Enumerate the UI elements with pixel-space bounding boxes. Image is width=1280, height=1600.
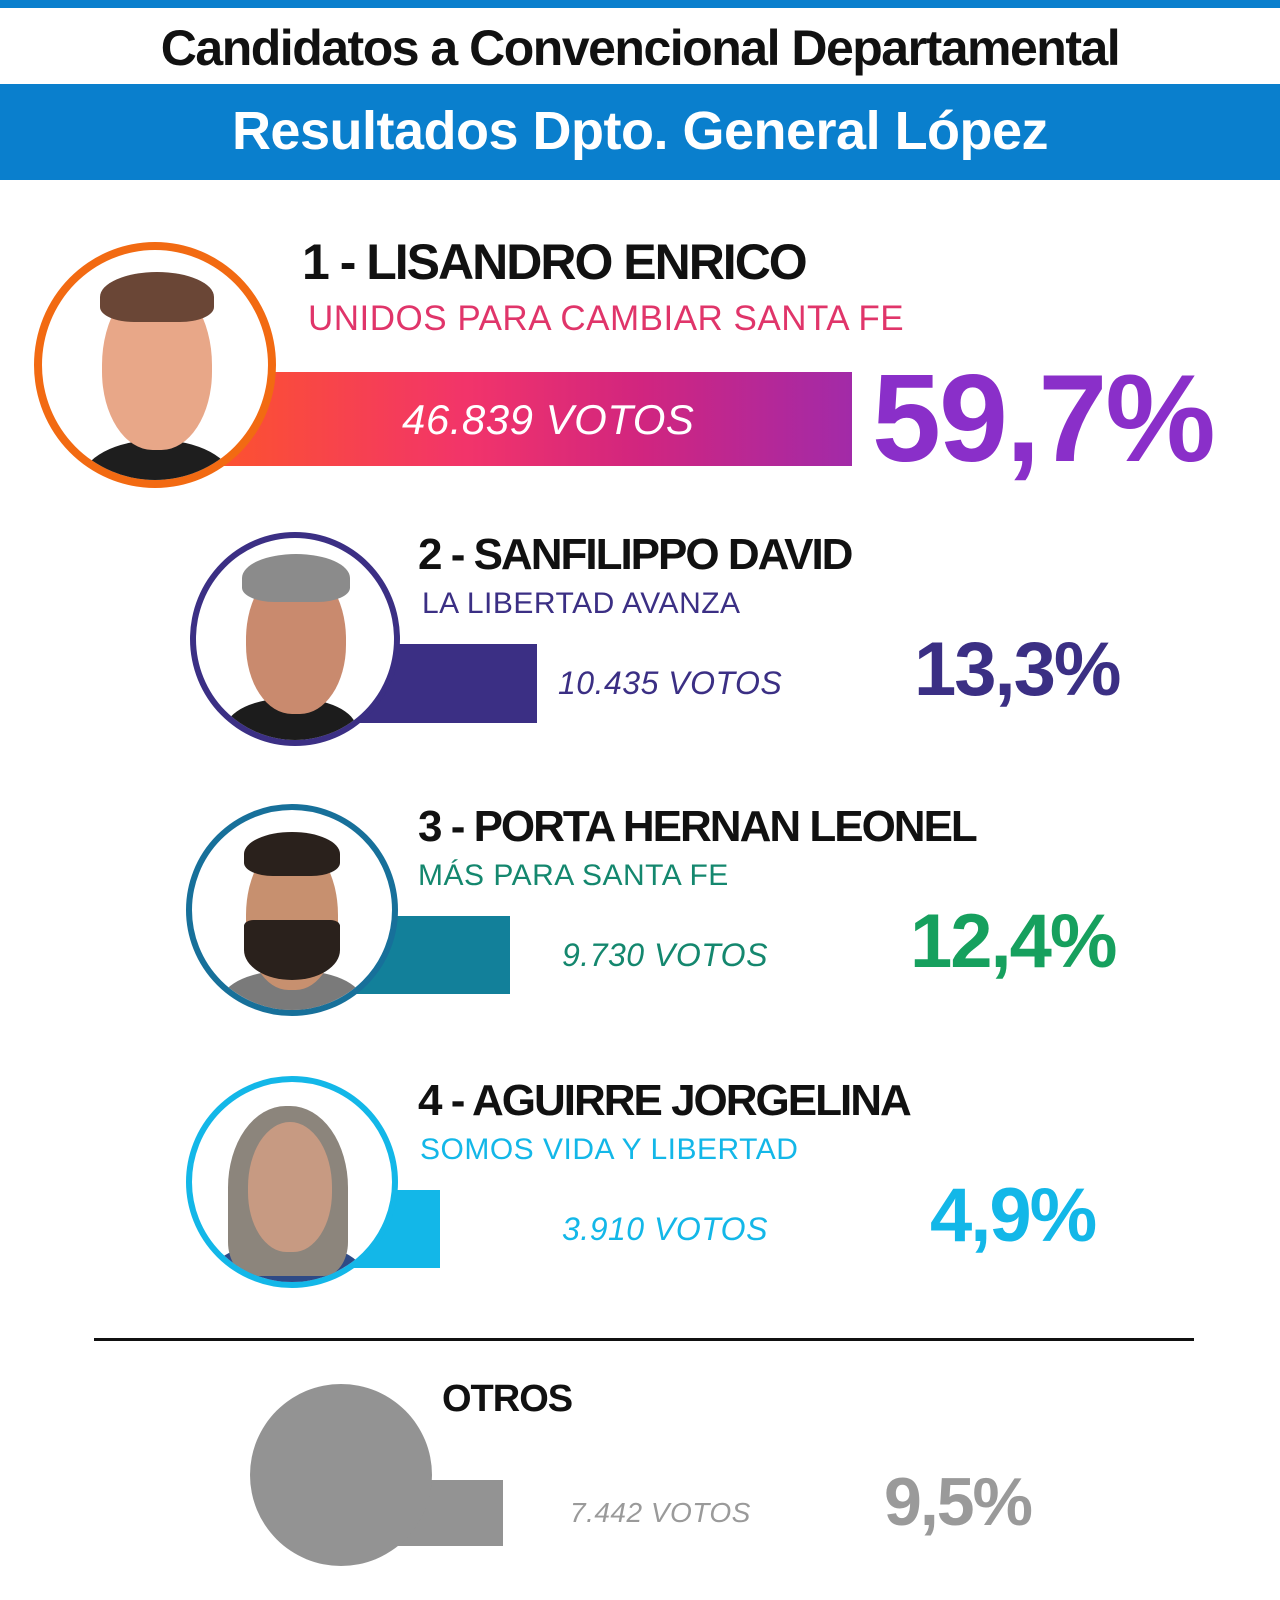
others-votes: 7.442 VOTOS: [570, 1497, 751, 1528]
candidate-pct-2: 13,3%: [914, 627, 1121, 712]
candidate-pct-1: 59,7%: [872, 350, 1216, 488]
top-accent-strip: [0, 0, 1280, 8]
candidate-pct-4: 4,9%: [930, 1173, 1097, 1258]
candidate-photo-4: [186, 1076, 398, 1288]
candidate-name-3: 3 - PORTA HERNAN LEONEL: [418, 802, 978, 851]
others-label: OTROS: [442, 1378, 573, 1420]
candidate-photo-1: [34, 242, 276, 488]
candidate-name-2: 2 - SANFILIPPO DAVID: [418, 530, 853, 579]
candidate-pct-3: 12,4%: [910, 899, 1117, 984]
candidate-party-4: SOMOS VIDA Y LIBERTAD: [420, 1133, 799, 1166]
section-divider: [94, 1338, 1194, 1341]
others-pct: 9,5%: [884, 1464, 1033, 1540]
candidate-photo-3: [186, 804, 398, 1016]
candidate-party-1: UNIDOS PARA CAMBIAR SANTA FE: [308, 299, 905, 338]
others-placeholder-circle: [250, 1384, 432, 1566]
candidate-votes-1: 46.839 VOTOS: [402, 396, 695, 443]
candidate-photo-2: [190, 532, 400, 746]
candidate-name-4: 4 - AGUIRRE JORGELINA: [418, 1076, 912, 1125]
candidate-votes-3: 9.730 VOTOS: [562, 937, 768, 973]
page-subtitle: Resultados Dpto. General López: [231, 101, 1049, 161]
candidate-votes-4: 3.910 VOTOS: [562, 1211, 768, 1247]
candidate-party-2: LA LIBERTAD AVANZA: [422, 587, 741, 620]
page-title: Candidatos a Convencional Departamental: [160, 20, 1121, 76]
candidate-votes-2: 10.435 VOTOS: [558, 665, 783, 701]
candidate-name-1: 1 - LISANDRO ENRICO: [302, 234, 808, 290]
candidate-party-3: MÁS PARA SANTA FE: [418, 859, 729, 892]
subtitle-band: [0, 84, 1280, 180]
